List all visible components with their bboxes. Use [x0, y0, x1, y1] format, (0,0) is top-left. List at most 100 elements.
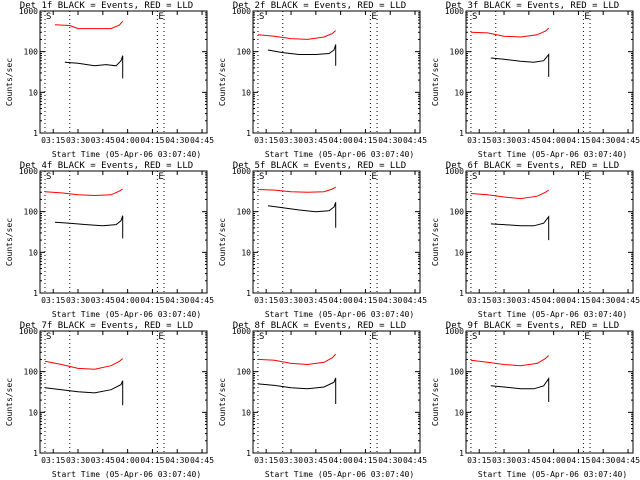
plot-frame — [465, 10, 634, 134]
x-tick-label: 04:00 — [329, 296, 353, 305]
y-tick-label: 10 — [28, 408, 38, 417]
y-tick-label: 10 — [241, 248, 251, 257]
y-axis-label: Counts/sec — [5, 57, 14, 107]
x-tick-label: 04:00 — [116, 296, 140, 305]
x-tick-label: 03:15 — [41, 456, 65, 465]
x-tick-label: 04:15 — [353, 456, 377, 465]
y-tick-label: 1 — [459, 289, 464, 298]
y-tick-label: 100 — [24, 48, 39, 57]
plot-area: S E 03:15 03:30 03:45 04:00 04:15 04:30 04:45 1 10… — [445, 7, 640, 145]
x-axis-label: Start Time (05-Apr-06 03:07:40) — [477, 150, 628, 159]
events-rate-line — [267, 44, 337, 66]
x-axis-label: Start Time (05-Apr-06 03:07:40) — [477, 470, 628, 479]
x-tick-label: 04:30 — [378, 136, 402, 145]
plot-area: S E 03:15 03:30 03:45 04:00 04:15 04:30 04:45 1 10… — [19, 327, 215, 465]
y-tick-label: 10 — [454, 88, 464, 97]
plot-area: S E 03:15 03:30 03:45 04:00 04:15 04:30 04:45 1 10… — [445, 167, 640, 305]
y-tick-label: 1 — [33, 129, 38, 138]
x-tick-label: 04:00 — [542, 296, 566, 305]
plot-area: S E 03:15 03:30 03:45 04:00 04:15 04:30 04:45 1 10… — [19, 7, 215, 145]
plot-frame — [39, 10, 208, 134]
x-tick-label: 04:15 — [140, 456, 164, 465]
detector-panel: Det 6f BLACK = Events, RED = LLD S E 03:15 0… — [426, 160, 640, 320]
x-tick-label: 04:00 — [329, 136, 353, 145]
chart-title: Det 5f BLACK = Events, RED = LLD — [232, 161, 407, 171]
x-tick-label: 04:30 — [591, 136, 615, 145]
detector-panel: Det 3f BLACK = Events, RED = LLD S E 03:15 0… — [426, 0, 640, 160]
events-rate-line — [54, 215, 124, 239]
x-tick-label: 04:15 — [566, 456, 590, 465]
plot-area: S E 03:15 03:30 03:45 04:00 04:15 04:30 04:45 1 10… — [445, 327, 640, 465]
x-axis-label: Start Time (05-Apr-06 03:07:40) — [51, 150, 202, 159]
x-tick-label: 04:00 — [116, 456, 140, 465]
y-tick-label: 1 — [246, 129, 251, 138]
detector-panel: Det 5f BLACK = Events, RED = LLD S E 03:15 0… — [213, 160, 428, 320]
events-rate-line — [267, 202, 337, 228]
x-tick-label: 04:30 — [378, 456, 402, 465]
x-tick-label: 03:15 — [467, 456, 491, 465]
x-tick-label: 03:30 — [279, 136, 303, 145]
time-marker-label: S — [259, 332, 264, 342]
x-tick-label: 04:30 — [591, 296, 615, 305]
time-marker-label: S — [259, 12, 264, 22]
plot-frame — [252, 330, 421, 454]
x-axis-label: Start Time (05-Apr-06 03:07:40) — [264, 470, 415, 479]
x-tick-label: 04:45 — [616, 456, 640, 465]
y-tick-label: 1000 — [445, 167, 464, 176]
lld-rate-line — [257, 30, 337, 40]
x-axis-label: Start Time (05-Apr-06 03:07:40) — [51, 470, 202, 479]
plot-frame — [465, 330, 634, 454]
y-tick-label: 100 — [450, 208, 465, 217]
plot-area: S E 03:15 03:30 03:45 04:00 04:15 04:30 04:45 1 10… — [19, 167, 215, 305]
chart-title: Det 7f BLACK = Events, RED = LLD — [19, 321, 194, 331]
plot-area: S E 03:15 03:30 03:45 04:00 04:15 04:30 04:45 1 10… — [232, 7, 428, 145]
chart-title: Det 2f BLACK = Events, RED = LLD — [232, 1, 407, 11]
x-tick-label: 03:30 — [492, 296, 516, 305]
x-tick-label: 04:00 — [542, 136, 566, 145]
x-tick-label: 04:15 — [353, 136, 377, 145]
y-tick-label: 1000 — [232, 327, 251, 336]
x-tick-label: 04:15 — [353, 296, 377, 305]
x-tick-label: 04:30 — [165, 456, 189, 465]
y-tick-label: 100 — [237, 368, 252, 377]
time-marker-label: S — [46, 12, 51, 22]
x-tick-label: 03:45 — [304, 456, 328, 465]
events-rate-line — [490, 215, 550, 241]
lld-rate-line — [44, 358, 124, 370]
y-tick-label: 1 — [459, 129, 464, 138]
y-tick-label: 1 — [246, 449, 251, 458]
plot-area: S E 03:15 03:30 03:45 04:00 04:15 04:30 04:45 1 10… — [232, 327, 428, 465]
y-tick-label: 1000 — [19, 7, 38, 16]
plot-frame — [39, 330, 208, 454]
plot-frame — [252, 10, 421, 134]
x-tick-label: 03:15 — [254, 136, 278, 145]
y-tick-label: 10 — [241, 408, 251, 417]
time-marker-label: E — [158, 12, 163, 22]
events-rate-line — [490, 376, 550, 402]
y-tick-label: 1000 — [445, 7, 464, 16]
x-tick-label: 03:45 — [517, 136, 541, 145]
y-axis-label: Counts/sec — [218, 57, 227, 107]
x-axis-label: Start Time (05-Apr-06 03:07:40) — [264, 310, 415, 319]
time-marker-label: E — [371, 172, 376, 182]
x-tick-label: 03:45 — [517, 456, 541, 465]
y-tick-label: 100 — [237, 48, 252, 57]
x-tick-label: 04:45 — [190, 456, 214, 465]
plot-area: S E 03:15 03:30 03:45 04:00 04:15 04:30 04:45 1 10… — [232, 167, 428, 305]
detector-panel: Det 4f BLACK = Events, RED = LLD S E 03:15 0… — [0, 160, 215, 320]
y-tick-label: 100 — [24, 368, 39, 377]
y-tick-label: 100 — [24, 208, 39, 217]
events-rate-line — [64, 55, 124, 79]
x-tick-label: 04:45 — [616, 136, 640, 145]
x-tick-label: 04:00 — [542, 456, 566, 465]
y-tick-label: 1 — [33, 449, 38, 458]
time-marker-label: S — [472, 332, 477, 342]
x-tick-label: 04:15 — [140, 296, 164, 305]
detector-panel: Det 1f BLACK = Events, RED = LLD S E 03:15 0… — [0, 0, 215, 160]
y-axis-label: Counts/sec — [5, 217, 14, 267]
time-marker-label: E — [584, 12, 589, 22]
time-marker-label: E — [584, 332, 589, 342]
x-tick-label: 03:15 — [467, 296, 491, 305]
lld-rate-line — [470, 355, 550, 367]
y-axis-label: Counts/sec — [431, 57, 440, 107]
